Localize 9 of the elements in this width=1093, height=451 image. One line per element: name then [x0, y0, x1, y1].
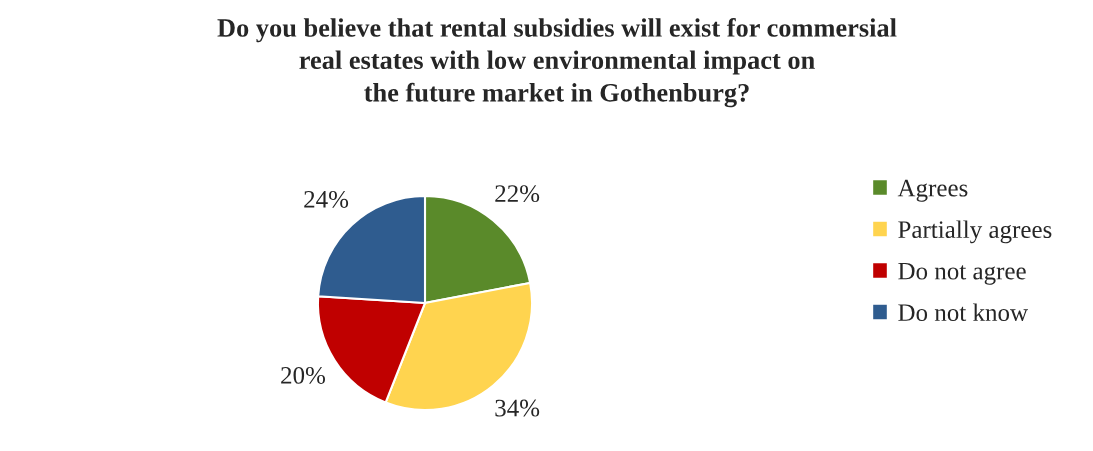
legend-label: Do not agree — [898, 262, 1026, 285]
data-label: 20% — [281, 366, 326, 384]
data-label: 34% — [495, 399, 540, 417]
legend-label: Partially agrees — [898, 220, 1052, 244]
chart-title: Do you believe that rental subsidies will exist for commersial real estates with low environmental impact on the future market in Gothenburg? — [217, 18, 897, 108]
legend-label: Do not know — [898, 303, 1028, 322]
data-label: 22% — [495, 185, 540, 203]
legend-label: Agrees — [897, 179, 968, 202]
data-label: 24% — [304, 190, 349, 208]
